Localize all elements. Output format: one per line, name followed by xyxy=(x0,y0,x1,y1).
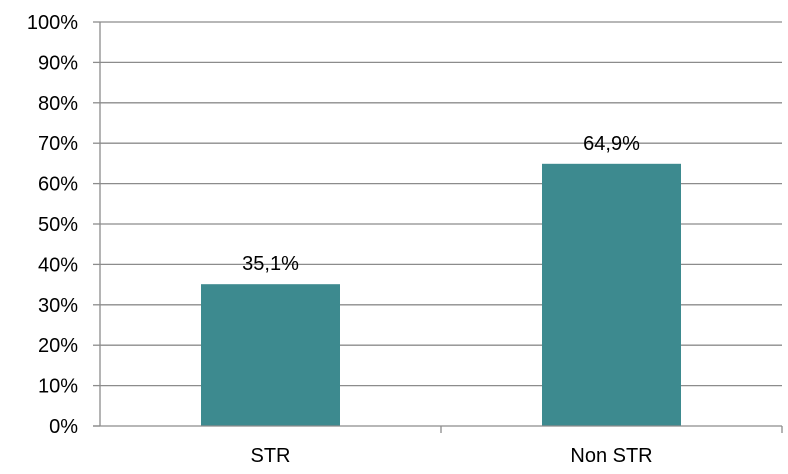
y-tick-label: 50% xyxy=(38,214,78,236)
y-tick-label: 0% xyxy=(49,416,78,438)
data-label: 64,9% xyxy=(583,133,640,155)
labels: 0% 10% 20% 30% 40% 50% 60% 70% 80% 90% 100% 35,1% ST… xyxy=(27,12,653,467)
y-tick-label: 40% xyxy=(38,254,78,276)
axes xyxy=(93,21,783,433)
bar-non-str xyxy=(542,163,681,426)
bar-str xyxy=(201,284,340,426)
y-tick-label: 10% xyxy=(38,376,78,398)
y-tick-label: 100% xyxy=(27,12,78,34)
y-tick-label: 80% xyxy=(38,93,78,115)
x-tick-label: STR xyxy=(251,445,291,467)
bars xyxy=(201,163,681,426)
y-tick-label: 90% xyxy=(38,52,78,74)
y-tick-label: 70% xyxy=(38,133,78,155)
y-tick-label: 60% xyxy=(38,174,78,196)
data-label: 35,1% xyxy=(242,253,299,275)
y-tick-label: 30% xyxy=(38,295,78,317)
x-tick-label: Non STR xyxy=(570,445,652,467)
y-tick-label: 20% xyxy=(38,335,78,357)
